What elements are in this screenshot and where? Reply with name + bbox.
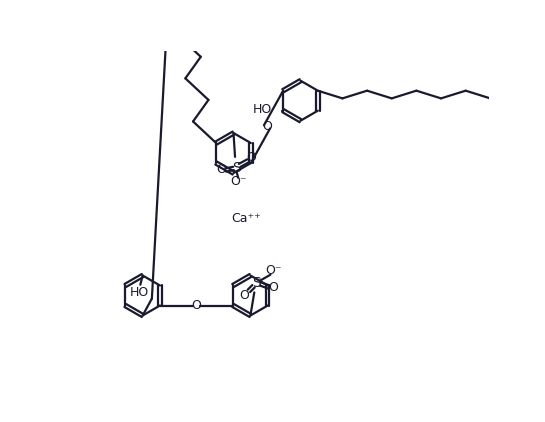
Text: HO: HO [253, 103, 272, 116]
Text: S: S [252, 276, 261, 290]
Text: Ca⁺⁺: Ca⁺⁺ [232, 212, 262, 225]
Text: S: S [232, 161, 241, 175]
Text: O: O [216, 163, 226, 176]
Text: O: O [246, 151, 256, 164]
Text: O⁻: O⁻ [265, 264, 282, 277]
Text: O: O [239, 289, 249, 302]
Text: HO: HO [130, 286, 149, 299]
Text: O: O [192, 299, 202, 312]
Text: O: O [269, 281, 278, 294]
Text: O⁻: O⁻ [230, 175, 246, 188]
Text: O: O [262, 120, 272, 133]
